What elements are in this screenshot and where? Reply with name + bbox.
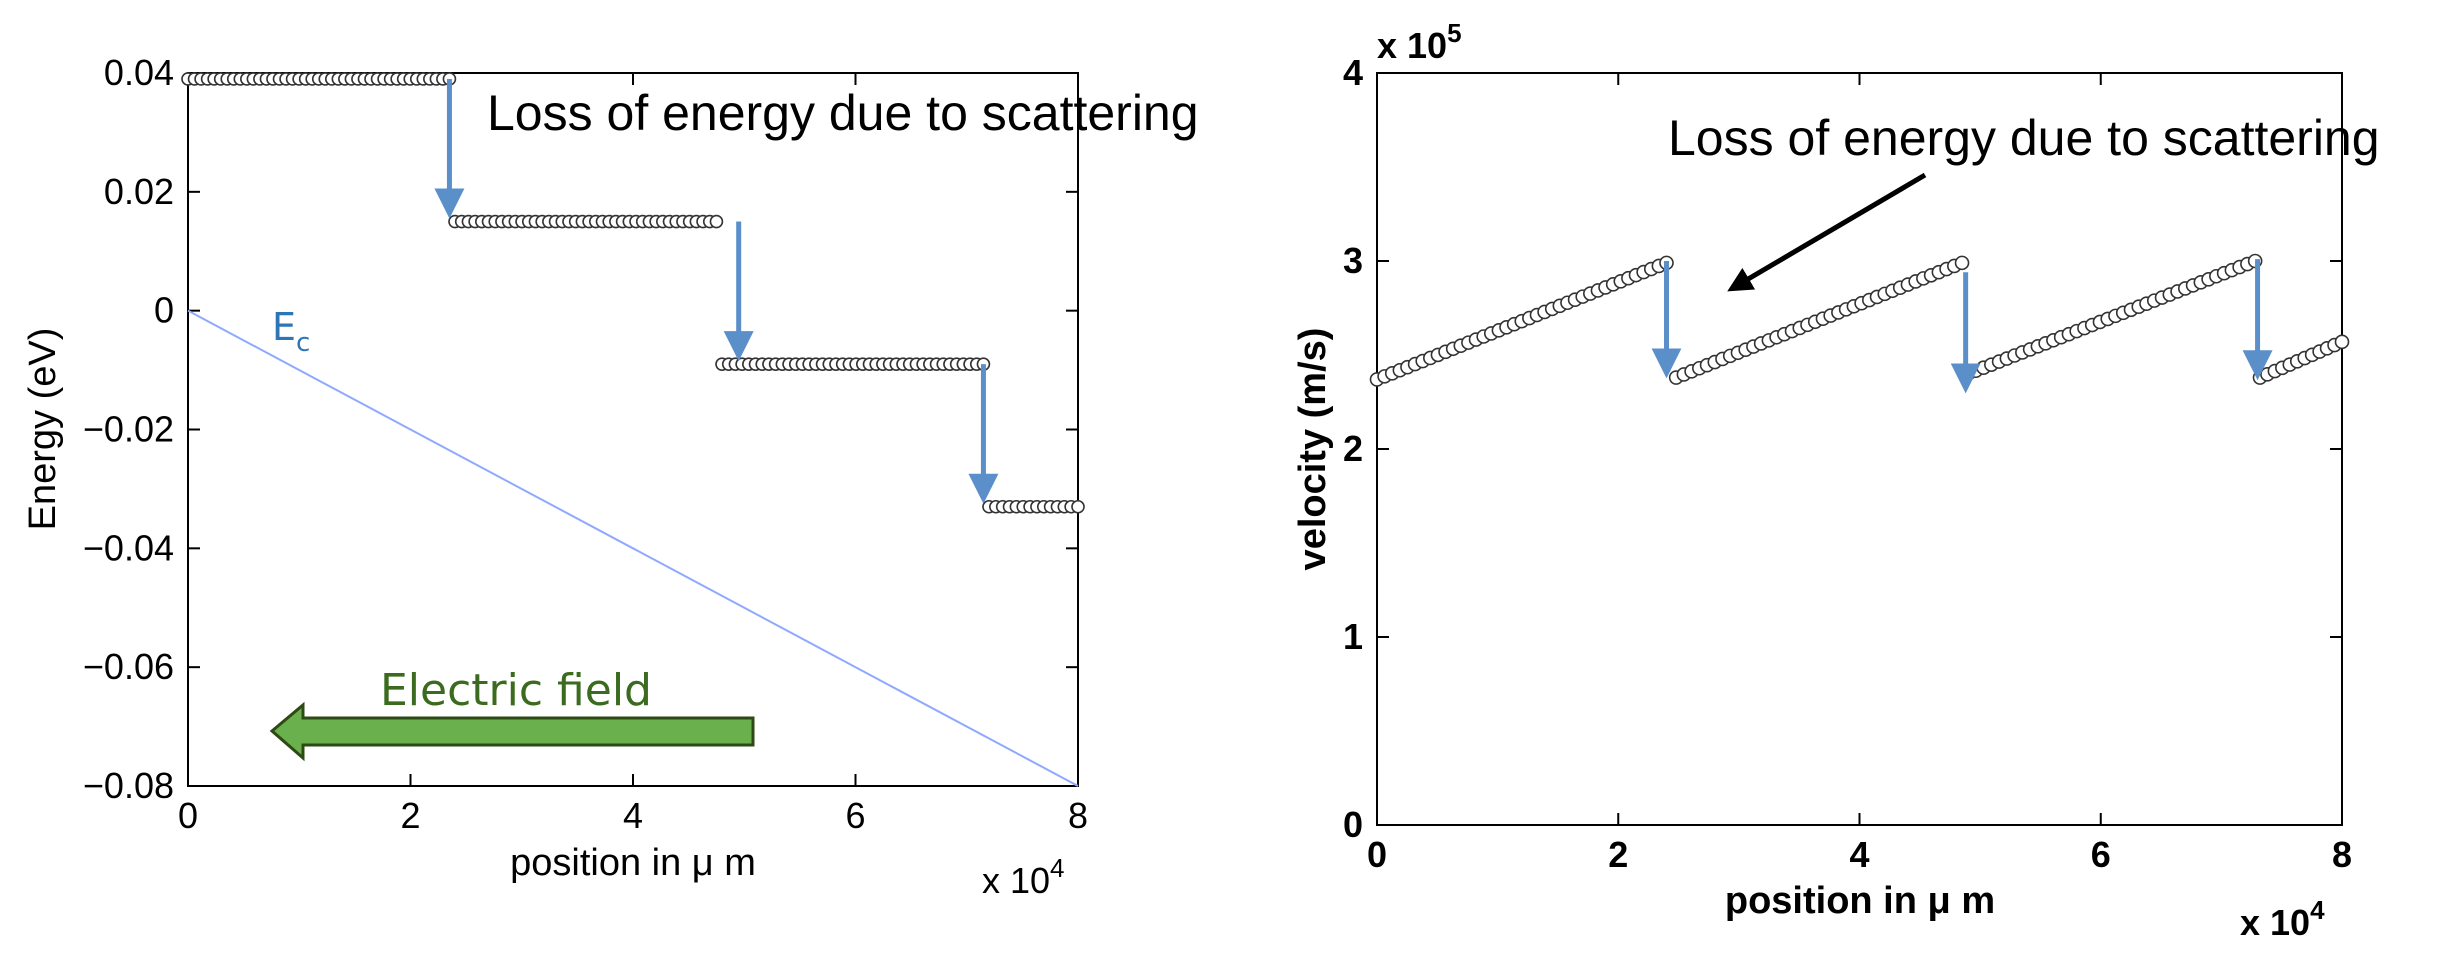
electric-field-label: Electric field (380, 665, 652, 716)
x-tick-label: 4 (1849, 834, 1869, 875)
velocity-axis-ticks: 0 2 4 6 8 0 1 2 3 4 (1343, 52, 2352, 875)
y-tick-label: 4 (1343, 52, 1363, 93)
velocity-y-multiplier: x 105 (1377, 18, 1462, 66)
x-tick-label: 8 (2332, 834, 2352, 875)
y-tick-label: 0 (154, 290, 174, 331)
x-tick-label: 2 (400, 795, 420, 836)
velocity-x-multiplier: x 104 (2240, 895, 2325, 943)
velocity-x-axis-label: position in μ m (1725, 880, 1995, 922)
x-tick-label: 6 (845, 795, 865, 836)
velocity-series (1369, 253, 2350, 387)
y-tick-label: 1 (1343, 616, 1363, 657)
velocity-drop-arrows (1651, 259, 2273, 394)
velocity-annotation-arrow (1727, 172, 1927, 292)
y-tick-label: −0.02 (83, 409, 174, 450)
y-tick-label: 0 (1343, 804, 1363, 845)
velocity-annotation: Loss of energy due to scattering (1668, 110, 2380, 166)
energy-axis-ticks: 0 2 4 6 8 −0.08 −0.06 −0.04 −0.02 0 0.02 0.04 (83, 52, 1088, 836)
energy-x-multiplier: x 104 (982, 853, 1065, 901)
velocity-plot-frame (1376, 72, 2343, 826)
x-tick-label: 0 (1367, 834, 1387, 875)
x-tick-label: 0 (178, 795, 198, 836)
data-point (2334, 334, 2350, 350)
y-tick-label: −0.04 (83, 527, 174, 568)
energy-drop-arrows (434, 78, 999, 504)
energy-annotation: Loss of energy due to scattering (487, 85, 1199, 141)
series-line (187, 309, 1079, 787)
data-point (1954, 255, 1970, 271)
energy-chart: 0 2 4 6 8 −0.08 −0.06 −0.04 −0.02 0 0.02 0.04 Energ… (22, 52, 1199, 901)
electric-field-arrow (269, 701, 755, 762)
data-point (1071, 499, 1085, 514)
x-tick-label: 4 (623, 795, 643, 836)
energy-series (181, 72, 1085, 787)
energy-y-axis-label: Energy (eV) (22, 328, 64, 531)
data-point (709, 214, 724, 229)
y-tick-label: 0.02 (104, 171, 174, 212)
x-tick-label: 6 (2091, 834, 2111, 875)
y-tick-label: −0.06 (83, 646, 174, 687)
y-tick-label: 3 (1343, 240, 1363, 281)
y-tick-label: 2 (1343, 428, 1363, 469)
energy-x-axis-label: position in μ m (510, 842, 756, 884)
velocity-y-axis-label: velocity (m/s) (1292, 328, 1334, 571)
ec-label: Ec (272, 305, 310, 358)
x-tick-label: 8 (1068, 795, 1088, 836)
y-tick-label: −0.08 (83, 765, 174, 806)
velocity-chart: 0 2 4 6 8 0 1 2 3 4 velocity (m/s) position in μ … (1292, 18, 2380, 943)
y-tick-label: 0.04 (104, 52, 174, 93)
x-tick-label: 2 (1608, 834, 1628, 875)
